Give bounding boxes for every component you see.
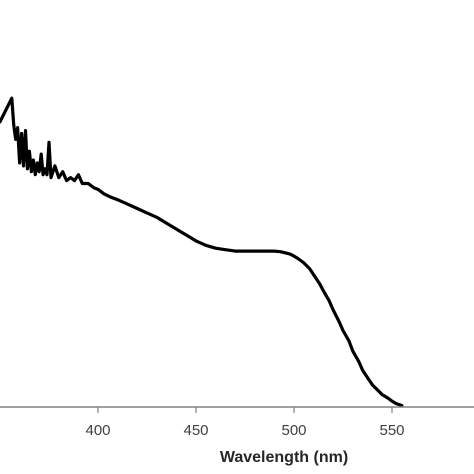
x-tick-label-400: 400: [85, 422, 110, 439]
x-tick-label-550: 550: [379, 422, 404, 439]
x-tick-label-500: 500: [281, 422, 306, 439]
spectrum-series-line: [0, 96, 404, 408]
x-axis-title: Wavelength (nm): [220, 449, 348, 466]
plot-area: [0, 96, 404, 408]
x-axis-ticks: 400 450 500 550: [85, 407, 405, 439]
x-tick-label-450: 450: [183, 422, 208, 439]
